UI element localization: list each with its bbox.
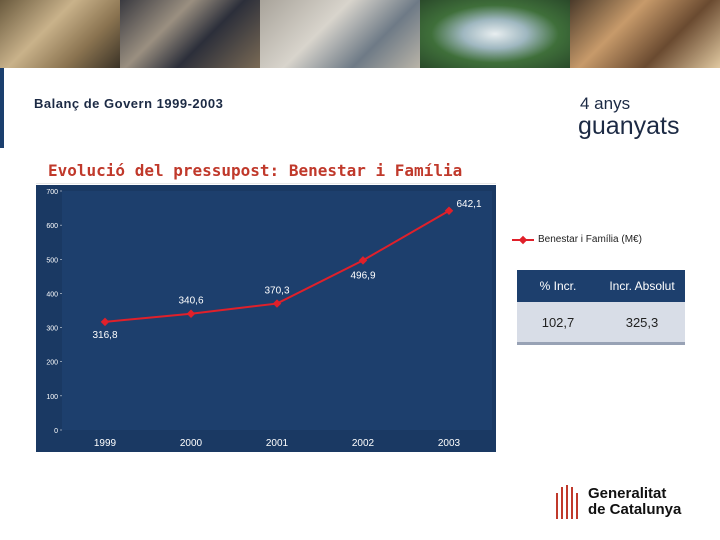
x-tick-label: 2001	[266, 438, 289, 449]
header-left-edge	[0, 68, 4, 148]
data-label: 370,3	[264, 286, 289, 297]
data-point	[272, 299, 282, 308]
photo-street	[260, 0, 420, 68]
data-point	[186, 309, 196, 318]
y-tick-label: 600	[46, 223, 58, 230]
y-tick-label: 500	[46, 257, 58, 264]
chart-legend: Benestar i Família (M€)	[512, 234, 642, 245]
tagline-small: 4 anys	[580, 94, 631, 113]
table-header-abs: Incr. Absolut	[609, 279, 675, 293]
senyera-icon	[556, 485, 580, 519]
chart-title: Evolució del pressupost: Benestar i Famí…	[48, 161, 463, 180]
header-photo-strip	[0, 0, 720, 68]
generalitat-logo: Generalitat de Catalunya	[556, 485, 681, 519]
data-point	[358, 256, 368, 265]
header-band	[0, 68, 720, 148]
legend-label: Benestar i Família (M€)	[538, 234, 642, 245]
x-tick-label: 1999	[94, 438, 117, 449]
table-row: 102,7 325,3	[517, 302, 685, 345]
logo-line-2: de Catalunya	[588, 501, 682, 518]
slide-subtitle: Balanç de Govern 1999-2003	[34, 96, 224, 111]
y-tick-label: 700	[46, 189, 58, 196]
data-label: 642,1	[456, 199, 481, 210]
photo-police	[120, 0, 260, 68]
data-point	[444, 206, 454, 216]
table-cell-abs: 325,3	[625, 314, 659, 330]
photo-building	[420, 0, 570, 68]
data-label: 340,6	[178, 296, 203, 307]
table-header-pct: % Incr.	[539, 279, 577, 293]
y-tick-label: 0	[54, 428, 58, 435]
title-rule	[36, 183, 496, 184]
increment-table: % Incr. Incr. Absolut 102,7 325,3	[517, 270, 685, 345]
photo-elderly	[0, 0, 120, 68]
photo-students	[570, 0, 720, 68]
x-tick-label: 2002	[352, 438, 375, 449]
table-header-row: % Incr. Incr. Absolut	[517, 270, 685, 302]
data-point	[100, 317, 110, 327]
tagline-big: guanyats	[578, 112, 680, 140]
table-cell-pct: 102,7	[541, 314, 575, 330]
y-tick-label: 400	[46, 291, 58, 298]
plot-area	[62, 191, 492, 430]
x-tick-label: 2003	[438, 438, 461, 449]
y-tick-label: 300	[46, 326, 58, 333]
y-tick-label: 200	[46, 360, 58, 367]
logo-line-1: Generalitat	[588, 485, 667, 502]
data-label: 496,9	[350, 270, 375, 281]
legend-swatch	[512, 235, 534, 245]
line-chart: 0 100 200 300 400 500 600 700 1999 2000 2001 2002 20…	[36, 185, 496, 452]
y-tick-label: 100	[46, 394, 58, 401]
data-label: 316,8	[92, 330, 117, 341]
x-tick-label: 2000	[180, 438, 203, 449]
